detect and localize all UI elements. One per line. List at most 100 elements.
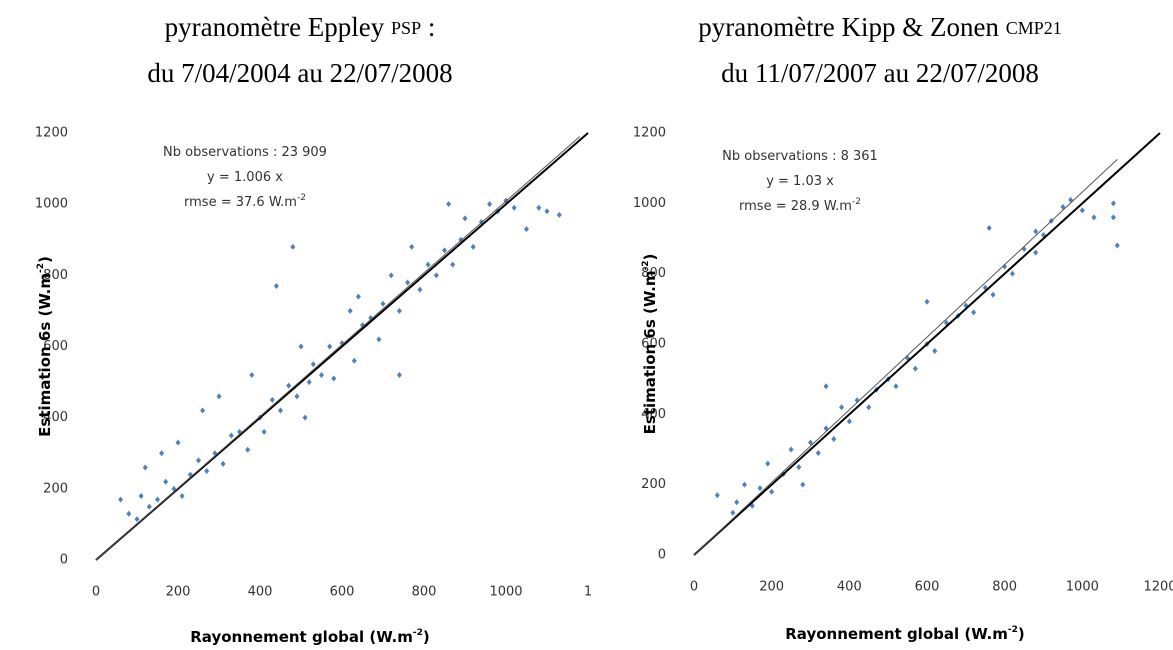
x-tick-label: 1000: [1066, 580, 1099, 595]
x-tick-label: 0: [690, 580, 698, 595]
scatter-point: [831, 435, 837, 442]
scatter-point: [298, 343, 304, 350]
chart-title: pyranomètre Eppley PSP :: [165, 12, 436, 42]
scatter-point: [118, 496, 124, 503]
scatter-point: [511, 204, 517, 211]
scatter-point: [146, 503, 152, 510]
scatter-point: [932, 348, 938, 355]
scatter-point: [327, 343, 333, 350]
scatter-point: [893, 383, 899, 390]
scatter-point: [200, 407, 206, 414]
text-run: CMP21: [1006, 18, 1062, 38]
scatter-point: [306, 379, 312, 386]
scatter-point: [245, 446, 251, 453]
scatter-point: [405, 279, 411, 286]
scatter-point: [808, 439, 813, 446]
scatter-point: [351, 357, 357, 364]
reference-line: [693, 132, 1161, 556]
scatter-point: [536, 204, 542, 211]
scatter-point: [1009, 270, 1015, 277]
chart-title: pyranomètre Kipp & Zonen CMP21: [698, 12, 1061, 42]
scatter-point: [220, 460, 226, 467]
chart: pyranomètre Kipp & Zonen CMP21 du 11/07/2…: [633, 12, 1173, 642]
scatter-point: [319, 371, 324, 378]
text-run: Nb observations : 8 361: [722, 149, 878, 164]
text-run: rmse = 37.6 W.m: [184, 195, 297, 210]
scatter-point: [556, 211, 562, 218]
y-tick-label: 1200: [633, 126, 666, 141]
y-tick-label: 1000: [633, 196, 666, 211]
x-axis-label: Rayonnement global (W.m-2): [785, 625, 1024, 643]
scatter-point: [470, 243, 476, 250]
chart-title: du 11/07/2007 au 22/07/2008: [721, 58, 1039, 88]
scatter-point: [1091, 214, 1097, 221]
scatter-point: [228, 432, 234, 439]
x-tick-label: 400: [837, 580, 862, 595]
x-tick-label: 800: [412, 585, 437, 600]
scatter-point: [425, 261, 431, 268]
scatter-point: [142, 464, 148, 471]
scatter-point: [846, 418, 852, 425]
scatter-point: [450, 261, 456, 268]
scatter-point: [396, 307, 402, 314]
scatter-point: [442, 247, 447, 254]
scatter-point: [331, 375, 337, 382]
scatter-point: [487, 201, 493, 208]
y-tick-label: 800: [641, 266, 666, 281]
scatter-point: [175, 439, 181, 446]
text-run: y = 1.006 x: [207, 170, 283, 185]
scatter-point: [294, 393, 300, 400]
scatter-point: [1114, 242, 1120, 249]
scatter-point: [376, 336, 382, 343]
scatter-point: [1021, 246, 1027, 253]
scatter-point: [986, 224, 992, 231]
annotation: y = 1.03 x: [766, 174, 834, 189]
scatter-point: [912, 365, 918, 372]
scatter-point: [446, 201, 452, 208]
scatter-point: [396, 371, 402, 378]
scatter-point: [126, 510, 132, 517]
scatter-point: [734, 499, 740, 506]
chart: pyranomètre Eppley PSP : du 7/04/2004 au …: [35, 12, 592, 645]
scatter-point: [249, 371, 255, 378]
x-tick-label: 800: [992, 580, 1017, 595]
scatter-point: [286, 382, 292, 389]
x-tick-label: 600: [330, 585, 355, 600]
scatter-point: [380, 300, 386, 307]
scatter-point: [134, 516, 140, 523]
text-run: -2: [297, 193, 306, 203]
scatter-point: [310, 361, 316, 368]
y-tick-label: 800: [43, 268, 68, 283]
scatter-point: [924, 298, 930, 305]
scatter-point: [269, 396, 275, 403]
scatter-point: [163, 478, 169, 485]
text-run: -2: [852, 197, 861, 207]
text-run: ): [1018, 625, 1025, 643]
scatter-point: [866, 404, 872, 411]
text-run: ): [36, 256, 54, 263]
scatter-point: [138, 492, 144, 499]
scatter-point: [1110, 200, 1116, 207]
scatter-point: [216, 393, 222, 400]
scatter-point: [1033, 228, 1039, 235]
y-tick-label: 0: [658, 548, 666, 563]
text-run: PSP: [391, 18, 421, 38]
text-run: -2: [1008, 625, 1018, 635]
scatter-point: [757, 485, 763, 492]
scatter-point: [179, 492, 185, 499]
reference-line: [693, 159, 1118, 556]
scatter-point: [417, 286, 423, 293]
y-tick-label: 400: [43, 410, 68, 425]
scatter-point: [347, 307, 353, 314]
scatter-point: [1079, 207, 1085, 214]
text-run: ): [423, 628, 430, 646]
x-tick-label: 1: [584, 585, 592, 600]
scatter-point: [544, 208, 550, 215]
annotation: Nb observations : 23 909: [163, 145, 327, 160]
y-tick-label: 600: [43, 339, 68, 354]
scatter-point: [714, 492, 720, 499]
scatter-point: [159, 450, 165, 457]
text-run: -2: [413, 628, 423, 638]
x-tick-label: 200: [759, 580, 784, 595]
scatter-point: [409, 243, 415, 250]
